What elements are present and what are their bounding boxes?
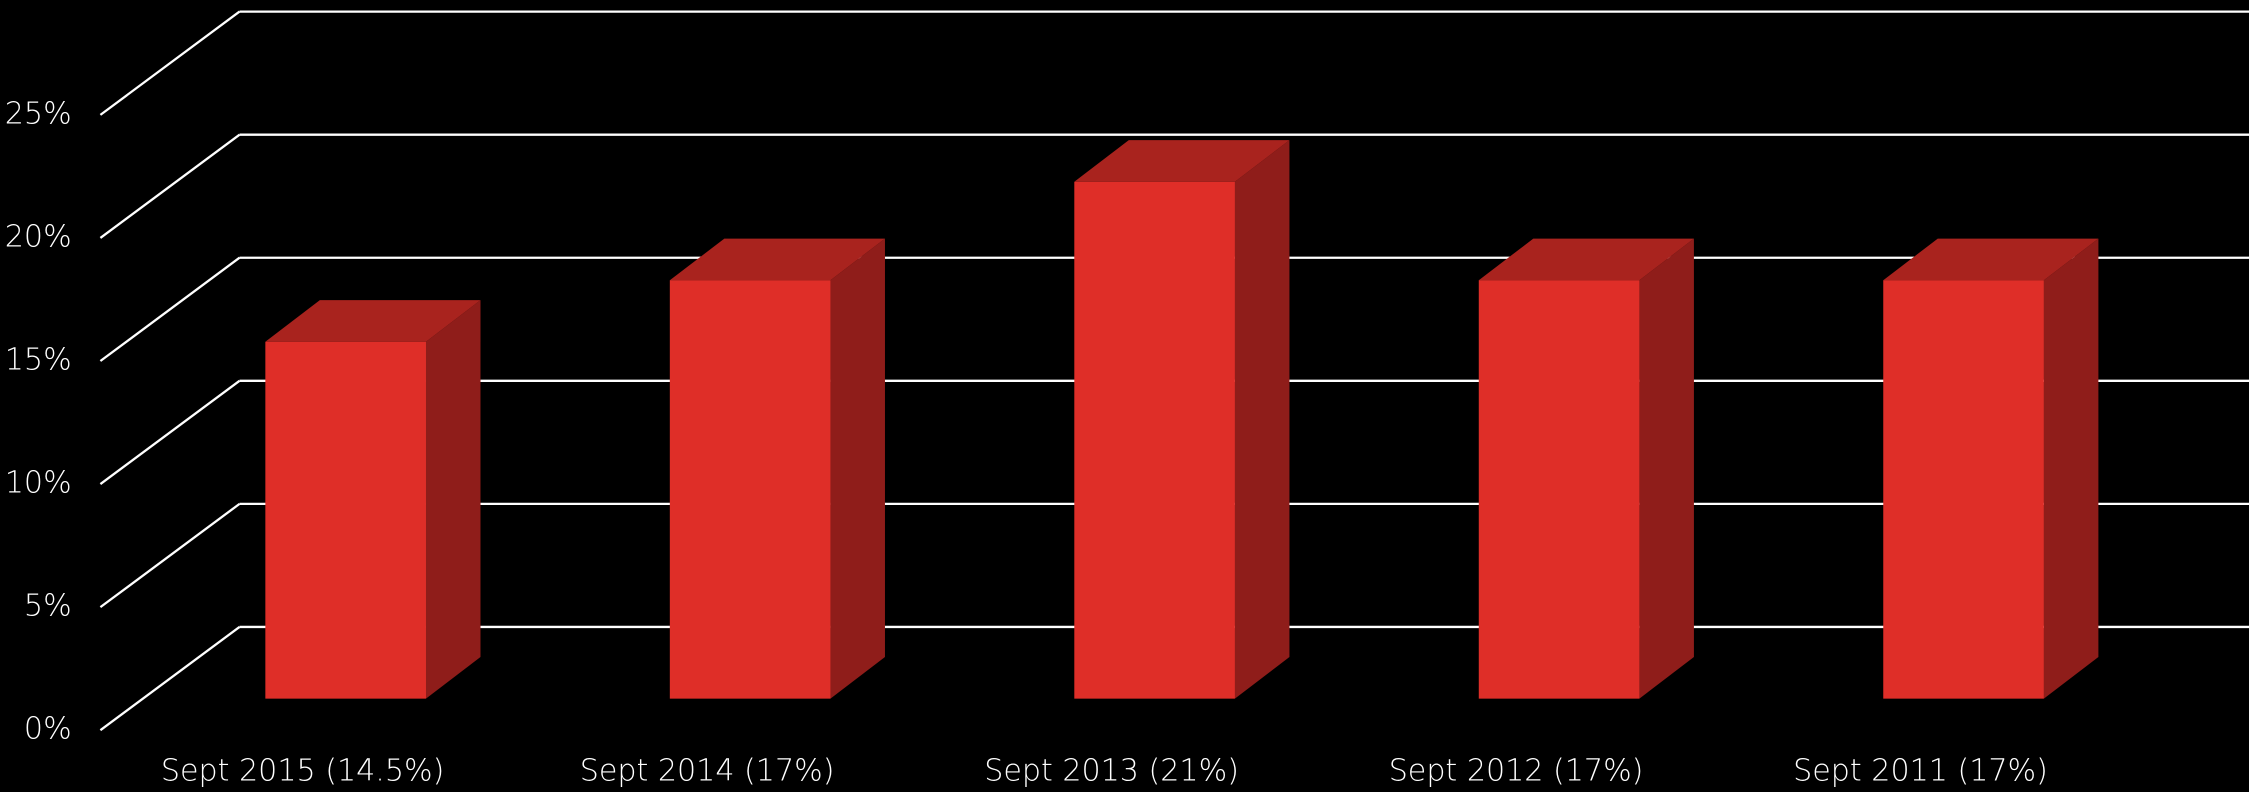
bar-top [1074, 140, 1290, 182]
bar-side [830, 238, 885, 699]
bar-top [669, 238, 885, 281]
y-tick-label: 20% [5, 219, 72, 254]
y-tick-label: 0% [24, 712, 72, 747]
x-tick-label: Sept 2015 (14.5%) [161, 753, 444, 788]
bar [1074, 181, 1235, 699]
y-tick-label: 25% [5, 96, 72, 131]
y-tick-label: 10% [5, 466, 72, 501]
grid-line-side [99, 133, 241, 239]
grid-line-side [99, 626, 241, 732]
bar-top [1883, 238, 2099, 281]
grid-line-side [99, 379, 241, 485]
bar-top [265, 300, 481, 342]
grid-line-side [99, 502, 241, 609]
x-tick-label: Sept 2014 (17%) [580, 753, 835, 788]
bar-side [1234, 140, 1290, 699]
bar [1478, 280, 1640, 699]
bar [1883, 280, 2044, 699]
y-tick-label: 5% [24, 589, 72, 624]
x-tick-label: Sept 2011 (17%) [1793, 753, 2048, 788]
bar-side [1639, 238, 1694, 699]
bar-side [425, 300, 481, 699]
bar-top [1478, 238, 1694, 281]
bar [669, 280, 831, 699]
bar [265, 341, 426, 699]
x-tick-label: Sept 2013 (21%) [984, 753, 1239, 788]
bar-side [2043, 238, 2099, 699]
y-tick-label: 15% [5, 343, 72, 378]
grid-line-side [99, 256, 241, 362]
grid-line-side [99, 10, 241, 116]
x-tick-label: Sept 2012 (17%) [1389, 753, 1644, 788]
